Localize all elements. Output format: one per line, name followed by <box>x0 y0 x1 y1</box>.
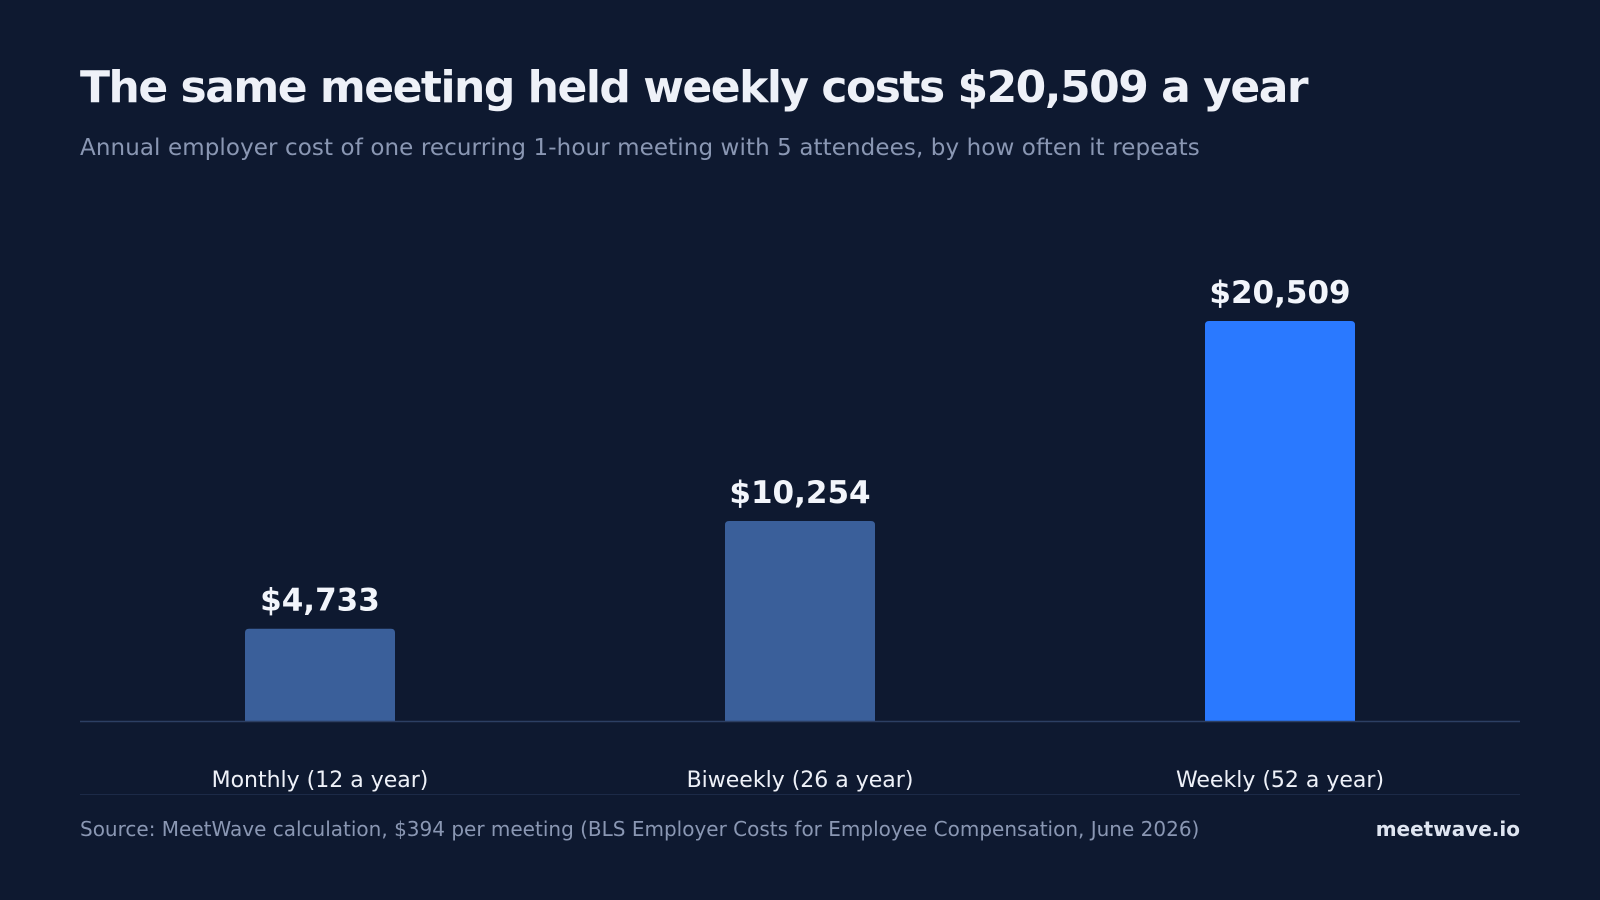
chart-subtitle: Annual employer cost of one recurring 1-… <box>80 135 1200 161</box>
category-label-2: Weekly (52 a year) <box>1176 768 1384 793</box>
bar-1 <box>725 521 875 721</box>
brand-logo-text: meetwave.io <box>1375 817 1520 841</box>
category-label-1: Biweekly (26 a year) <box>687 768 914 793</box>
category-labels-group: Monthly (12 a year) Biweekly (26 a year) W… <box>212 768 1384 793</box>
bars-group: $4,733 $10,254 $20,509 <box>245 275 1355 721</box>
bar-0 <box>245 628 395 721</box>
category-label-0: Monthly (12 a year) <box>212 768 429 793</box>
bar-2 <box>1205 321 1355 721</box>
bar-value-label-1: $10,254 <box>729 475 870 511</box>
source-note: Source: MeetWave calculation, $394 per m… <box>80 817 1200 841</box>
chart-title: The same meeting held weekly costs $20,5… <box>80 62 1309 113</box>
bar-value-label-0: $4,733 <box>260 583 380 619</box>
bar-value-label-2: $20,509 <box>1209 275 1350 311</box>
